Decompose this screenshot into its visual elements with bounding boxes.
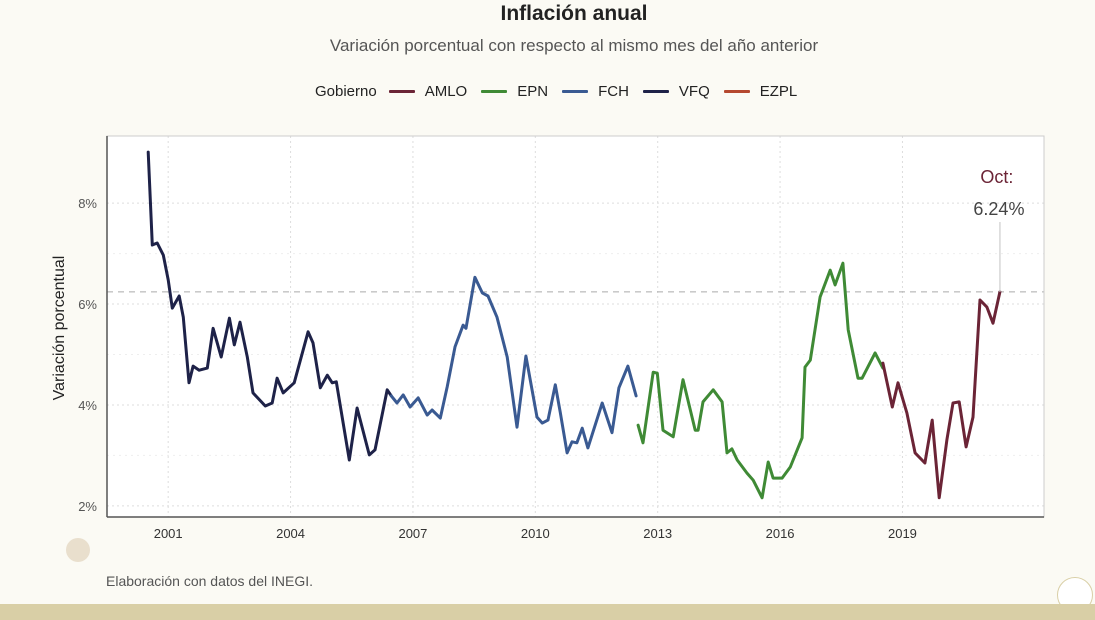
seal-logo xyxy=(66,538,90,562)
legend-swatch xyxy=(388,90,415,93)
chart-title: Inflación anual xyxy=(500,2,648,25)
legend-item-amlo: AMLO xyxy=(388,83,468,100)
x-tick-label: 2004 xyxy=(276,526,305,541)
y-tick-label: 8% xyxy=(78,196,97,211)
plot-background xyxy=(107,136,1044,517)
x-tick-label: 2019 xyxy=(888,526,917,541)
x-tick-label: 2016 xyxy=(766,526,795,541)
source-caption: Elaboración con datos del INEGI. xyxy=(106,573,314,589)
legend: Gobierno AMLO EPN FCH VFQ EZPL xyxy=(315,83,811,100)
y-tick-label: 2% xyxy=(78,499,97,514)
legend-label: AMLO xyxy=(424,83,468,100)
legend-item-ezpl: EZPL xyxy=(723,83,798,100)
x-tick-label: 2001 xyxy=(154,526,183,541)
legend-label: EZPL xyxy=(759,83,798,100)
legend-swatch xyxy=(723,90,750,93)
chart-subtitle: Variación porcentual con respecto al mis… xyxy=(329,36,819,55)
y-tick-label: 4% xyxy=(78,398,97,413)
series-line-fch xyxy=(389,275,638,455)
series-line-vfq xyxy=(146,150,393,462)
x-tick-label: 2010 xyxy=(521,526,550,541)
legend-swatch xyxy=(562,90,589,93)
legend-item-epn: EPN xyxy=(481,83,548,100)
legend-item-fch: FCH xyxy=(562,83,629,100)
y-tick-label: 6% xyxy=(78,297,97,312)
legend-swatch xyxy=(481,90,508,93)
x-tick-label: 2013 xyxy=(643,526,672,541)
annotation-month: Oct: xyxy=(980,167,1013,187)
bottom-bar xyxy=(0,604,1095,620)
legend-label: FCH xyxy=(598,83,629,100)
series-line-amlo xyxy=(881,290,1002,500)
legend-swatch xyxy=(642,90,669,93)
annotation-value: 6.24% xyxy=(973,199,1024,219)
legend-title: Gobierno xyxy=(315,83,377,100)
series-line-epn xyxy=(636,261,885,500)
legend-item-vfq: VFQ xyxy=(642,83,710,100)
legend-label: EPN xyxy=(517,83,549,100)
x-tick-label: 2007 xyxy=(398,526,427,541)
legend-label: VFQ xyxy=(678,83,710,100)
